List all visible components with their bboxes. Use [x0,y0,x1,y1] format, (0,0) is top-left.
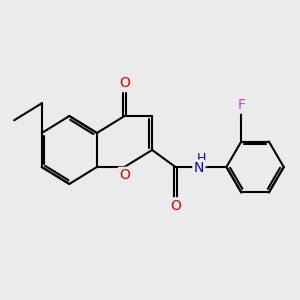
Text: F: F [237,98,245,112]
Text: O: O [170,199,181,213]
Text: O: O [119,168,130,182]
Text: O: O [119,76,130,90]
Text: N: N [194,161,204,175]
Text: H: H [196,152,206,165]
